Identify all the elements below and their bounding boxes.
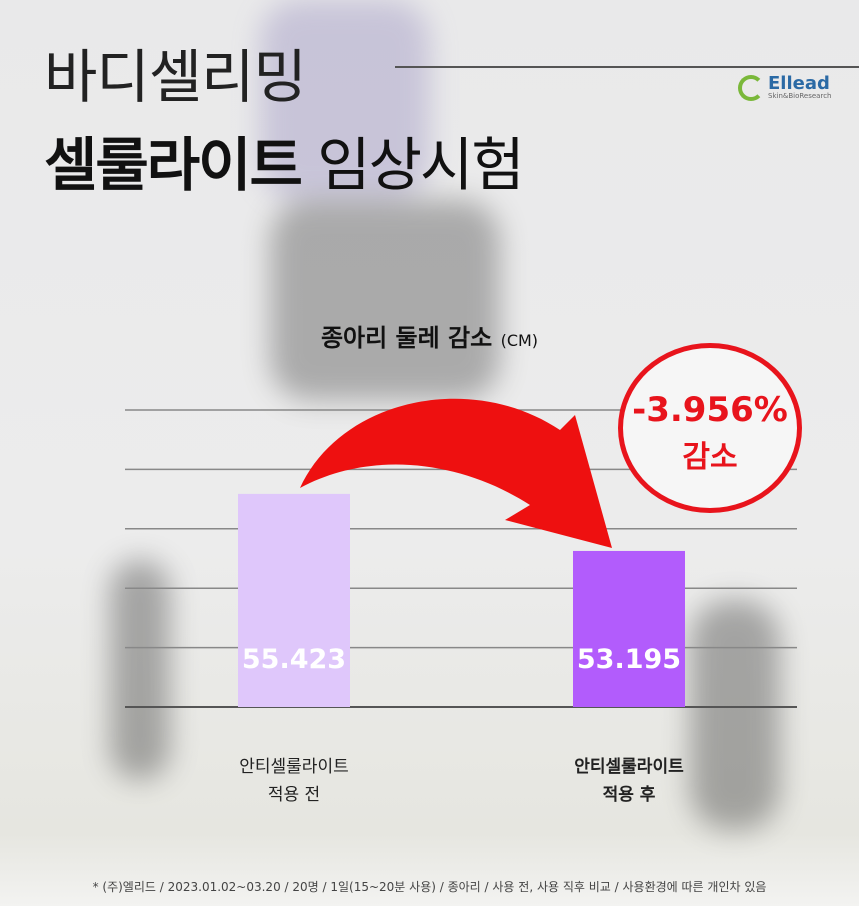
badge-percent: -3.956% [632,390,788,430]
logo-ring-icon [738,75,764,101]
x-label-line: 적용 전 [267,785,321,805]
x-label-line: 안티셀룰라이트 [574,757,684,777]
title-divider [395,66,859,68]
reduction-badge: -3.956% 감소 [618,343,802,513]
title-line2: 셀룰라이트 임상시험 [44,118,525,202]
x-label-before: 안티셀룰라이트 적용 전 [194,753,394,809]
background-photo [260,0,430,200]
footnote: * (주)엘리드 / 2023.01.02~03.20 / 20명 / 1일(1… [92,880,767,894]
logo-tagline: Skin&BioResearch [768,92,832,100]
bar [238,493,350,707]
bar-value-label: 55.423 [242,644,346,675]
chart-title: 종아리 둘레 감소 (CM) [0,318,859,353]
ellead-logo: Ellead Skin&BioResearch [738,75,831,101]
arrow-icon [300,398,612,548]
background-photo-shorts [270,200,500,400]
x-label-line: 적용 후 [602,785,656,805]
bar [573,550,685,707]
x-label-after: 안티셀룰라이트 적용 후 [529,753,729,809]
background-photo-leg [110,560,170,780]
logo-name: Ellead [768,73,830,94]
title-bold: 셀룰라이트 [44,131,303,199]
bar-value-label: 53.195 [577,644,681,675]
x-label-line: 안티셀룰라이트 [239,757,349,777]
badge-label: 감소 [682,440,738,475]
chart-unit: (CM) [500,331,539,350]
title-light: 임상시험 [317,131,524,199]
chart-title-text: 종아리 둘레 감소 [320,324,493,352]
background-photo-leg [690,600,780,830]
title-line1: 바디셀리밍 [44,43,307,111]
